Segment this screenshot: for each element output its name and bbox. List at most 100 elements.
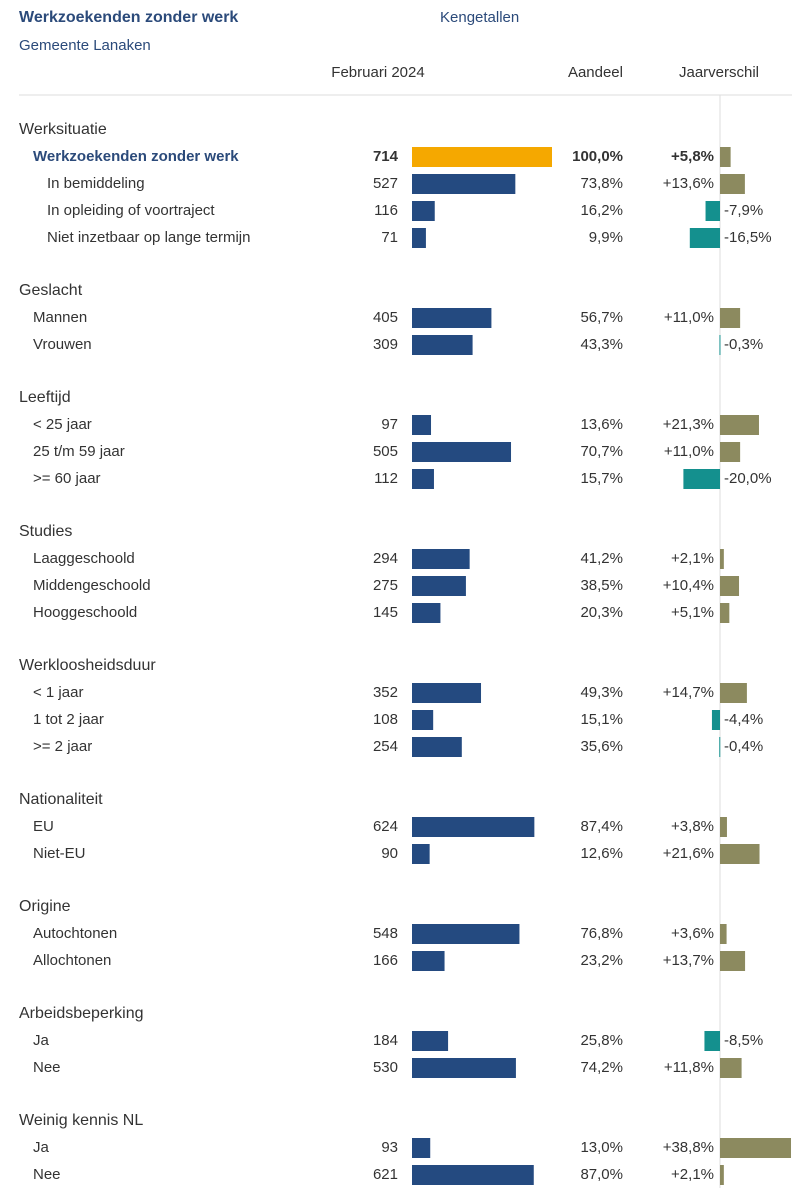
change: -20,0% — [724, 470, 772, 487]
count: 166 — [373, 952, 398, 969]
group-title: Studies — [19, 523, 72, 540]
share: 41,2% — [580, 550, 623, 567]
share: 76,8% — [580, 925, 623, 942]
change-bar — [720, 442, 741, 462]
count: 275 — [373, 577, 398, 594]
change-bar — [720, 1058, 742, 1078]
count: 112 — [374, 470, 398, 487]
row-label: < 1 jaar — [33, 684, 83, 701]
count: 714 — [373, 148, 399, 165]
count-bar — [412, 1138, 431, 1158]
count-bar — [412, 844, 430, 864]
share: 35,6% — [580, 738, 623, 755]
row-label: Autochtonen — [33, 925, 117, 942]
change: +10,4% — [663, 577, 714, 594]
row-label: Mannen — [33, 309, 87, 326]
row-label: Nee — [33, 1166, 61, 1183]
change-bar — [720, 549, 724, 569]
change-bar — [705, 201, 720, 221]
share: 38,5% — [580, 577, 623, 594]
count: 548 — [373, 925, 398, 942]
group-title: Origine — [19, 898, 71, 915]
change: +38,8% — [663, 1139, 714, 1156]
group-title: Leeftijd — [19, 389, 71, 406]
change-bar — [711, 710, 720, 730]
row-label: In opleiding of voortraject — [47, 202, 215, 219]
share: 25,8% — [580, 1032, 623, 1049]
count-bar — [412, 683, 482, 703]
section: Kengetallen — [440, 9, 519, 26]
share: 13,0% — [580, 1139, 623, 1156]
share: 16,2% — [580, 202, 623, 219]
group-title: Nationaliteit — [19, 791, 103, 808]
count: 352 — [373, 684, 398, 701]
share: 74,2% — [580, 1059, 623, 1076]
count-bar — [412, 924, 520, 944]
row-label: >= 2 jaar — [33, 738, 92, 755]
count-bar — [412, 737, 462, 757]
row-label: 1 tot 2 jaar — [33, 711, 104, 728]
change-bar — [720, 415, 759, 435]
count: 71 — [381, 229, 398, 246]
change-bar — [720, 844, 760, 864]
count-bar — [412, 576, 466, 596]
change-bar — [720, 951, 746, 971]
count-bar — [412, 951, 445, 971]
count: 530 — [373, 1059, 398, 1076]
share: 56,7% — [580, 309, 623, 326]
column-header: Februari 2024 — [331, 64, 424, 81]
share: 73,8% — [580, 175, 623, 192]
count-bar — [412, 603, 441, 623]
row-label: Middengeschoold — [33, 577, 151, 594]
title: Werkzoekenden zonder werk — [19, 9, 238, 26]
change: +3,8% — [671, 818, 714, 835]
count-bar — [412, 201, 435, 221]
change-bar — [704, 1031, 720, 1051]
row-label: Niet-EU — [33, 845, 86, 862]
change-bar — [720, 308, 741, 328]
change-bar — [720, 924, 727, 944]
row-label: Niet inzetbaar op lange termijn — [47, 229, 250, 246]
count: 624 — [373, 818, 398, 835]
change: +11,0% — [664, 443, 714, 460]
count: 184 — [373, 1032, 398, 1049]
row-label: 25 t/m 59 jaar — [33, 443, 125, 460]
share: 15,7% — [580, 470, 623, 487]
count: 97 — [381, 416, 398, 433]
row-label: Werkzoekenden zonder werk — [33, 148, 239, 165]
change-bar — [683, 469, 720, 489]
count: 505 — [373, 443, 398, 460]
count: 294 — [373, 550, 398, 567]
row-label: >= 60 jaar — [33, 470, 101, 487]
count: 254 — [373, 738, 398, 755]
change-bar — [720, 1138, 792, 1158]
column-header: Jaarverschil — [679, 64, 759, 81]
count-bar — [412, 469, 434, 489]
change: +11,0% — [664, 309, 714, 326]
count: 527 — [373, 175, 398, 192]
change: -7,9% — [724, 202, 763, 219]
row-label: Allochtonen — [33, 952, 111, 969]
change: +21,6% — [663, 845, 714, 862]
change: -0,4% — [724, 738, 763, 755]
change: +14,7% — [663, 684, 714, 701]
group-title: Werkloosheidsduur — [19, 657, 156, 674]
change-bar — [720, 147, 731, 167]
row-label: In bemiddeling — [47, 175, 145, 192]
change: +11,8% — [664, 1059, 714, 1076]
row-label: Ja — [33, 1032, 50, 1049]
count-bar — [412, 1165, 534, 1185]
count: 90 — [381, 845, 398, 862]
row-label: Hooggeschoold — [33, 604, 137, 621]
change-bar — [689, 228, 720, 248]
change-bar — [720, 603, 730, 623]
change: +2,1% — [671, 550, 714, 567]
count-bar — [412, 174, 516, 194]
count: 108 — [373, 711, 398, 728]
change-bar — [719, 335, 721, 355]
share: 12,6% — [580, 845, 623, 862]
count: 145 — [373, 604, 398, 621]
count-bar — [412, 228, 426, 248]
